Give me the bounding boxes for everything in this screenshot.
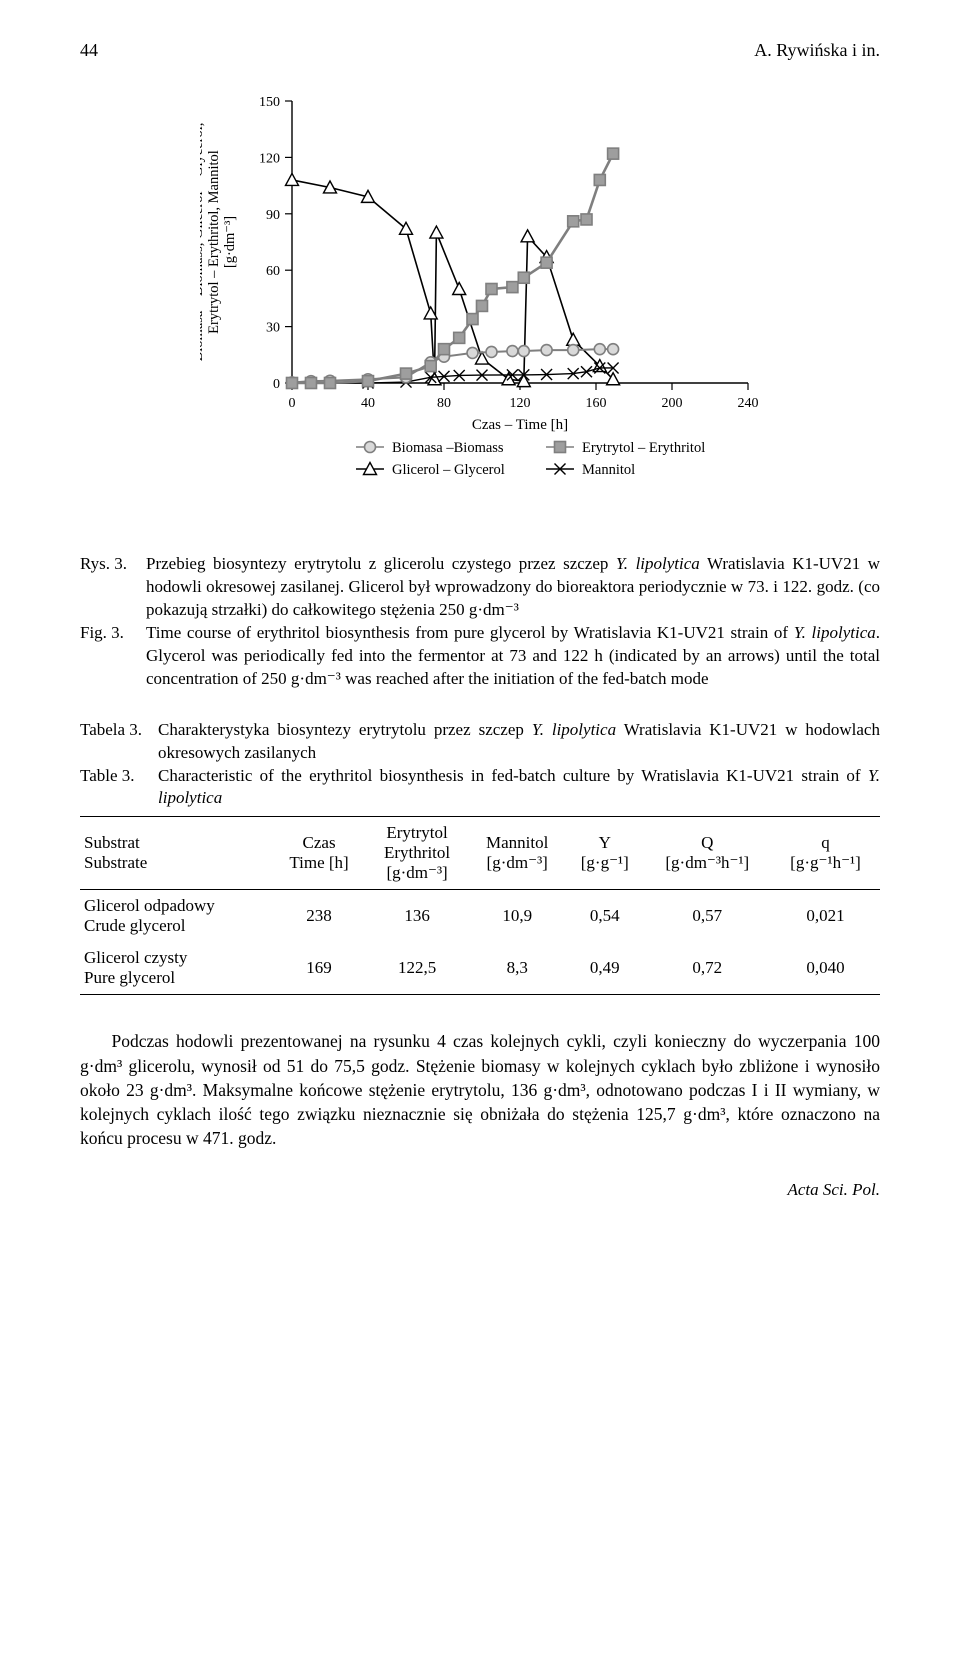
svg-text:40: 40 bbox=[361, 396, 375, 411]
table-body: Glicerol odpadowyCrude glycerol23813610,… bbox=[80, 890, 880, 995]
col-header: SubstratSubstrate bbox=[80, 817, 272, 890]
col-header: q[g·g⁻¹h⁻¹] bbox=[771, 817, 880, 890]
svg-text:Czas – Time [h]: Czas – Time [h] bbox=[472, 417, 568, 433]
svg-text:150: 150 bbox=[259, 95, 280, 110]
cell: 0,57 bbox=[644, 890, 771, 943]
col-header: ErytrytolErythritol[g·dm⁻³] bbox=[366, 817, 469, 890]
svg-text:Biomasa –Biomass: Biomasa –Biomass bbox=[392, 440, 504, 456]
table-3-caption: Tabela 3. Charakterystyka biosyntezy ery… bbox=[80, 719, 880, 811]
cell: 10,9 bbox=[468, 890, 566, 943]
cell: 0,54 bbox=[566, 890, 644, 943]
svg-text:Biomasa – Biomass, Glicerol –: Biomasa – Biomass, Glicerol – Glycerol,E… bbox=[200, 123, 238, 362]
caption-rys-label: Rys. 3. bbox=[80, 553, 138, 622]
cell: 8,3 bbox=[468, 942, 566, 995]
row-label: Glicerol odpadowyCrude glycerol bbox=[80, 890, 272, 943]
svg-text:240: 240 bbox=[738, 396, 759, 411]
svg-text:30: 30 bbox=[266, 321, 280, 336]
table-head-row: SubstratSubstrateCzasTime [h]ErytrytolEr… bbox=[80, 817, 880, 890]
svg-text:Glicerol – Glycerol: Glicerol – Glycerol bbox=[392, 462, 505, 478]
table-text: Characteristic of the erythritol biosynt… bbox=[158, 765, 880, 811]
col-header: Q[g·dm⁻³h⁻¹] bbox=[644, 817, 771, 890]
caption-rys-text: Przebieg biosyntezy erytrytolu z glicero… bbox=[146, 553, 880, 622]
svg-text:120: 120 bbox=[510, 396, 531, 411]
cell: 136 bbox=[366, 890, 469, 943]
col-header: Mannitol[g·dm⁻³] bbox=[468, 817, 566, 890]
cell: 0,021 bbox=[771, 890, 880, 943]
svg-text:200: 200 bbox=[662, 396, 683, 411]
cell: 238 bbox=[272, 890, 365, 943]
page-header: 44 A. Rywińska i in. bbox=[80, 40, 880, 61]
svg-text:60: 60 bbox=[266, 264, 280, 279]
col-header: CzasTime [h] bbox=[272, 817, 365, 890]
caption-fig-label: Fig. 3. bbox=[80, 622, 138, 691]
table-row: Glicerol czystyPure glycerol169122,58,30… bbox=[80, 942, 880, 995]
cell: 0,72 bbox=[644, 942, 771, 995]
figure-3-chart: 0 40 80 120 160 200 240 Czas – Time [h] 0 30 60 90 1… bbox=[200, 91, 760, 545]
caption-fig-text: Time course of erythritol biosynthesis f… bbox=[146, 622, 880, 691]
cell: 0,49 bbox=[566, 942, 644, 995]
svg-text:90: 90 bbox=[266, 208, 280, 223]
svg-text:80: 80 bbox=[437, 396, 451, 411]
row-label: Glicerol czystyPure glycerol bbox=[80, 942, 272, 995]
cell: 122,5 bbox=[366, 942, 469, 995]
svg-text:120: 120 bbox=[259, 151, 280, 166]
tabela-text: Charakterystyka biosyntezy erytrytolu pr… bbox=[158, 719, 880, 765]
page-number: 44 bbox=[80, 40, 98, 61]
col-header: Y[g·g⁻¹] bbox=[566, 817, 644, 890]
svg-text:0: 0 bbox=[289, 396, 296, 411]
figure-3-caption: Rys. 3. Przebieg biosyntezy erytrytolu z… bbox=[80, 553, 880, 691]
table-row: Glicerol odpadowyCrude glycerol23813610,… bbox=[80, 890, 880, 943]
svg-text:0: 0 bbox=[273, 377, 280, 392]
svg-text:Mannitol: Mannitol bbox=[582, 462, 635, 478]
table-3: SubstratSubstrateCzasTime [h]ErytrytolEr… bbox=[80, 816, 880, 995]
svg-text:Erytrytol – Erythritol: Erytrytol – Erythritol bbox=[582, 440, 705, 456]
footer-journal: Acta Sci. Pol. bbox=[80, 1180, 880, 1200]
tabela-label: Tabela 3. bbox=[80, 719, 150, 765]
body-paragraph: Podczas hodowli prezentowanej na rysunku… bbox=[80, 1029, 880, 1150]
cell: 169 bbox=[272, 942, 365, 995]
running-head: A. Rywińska i in. bbox=[754, 40, 880, 61]
cell: 0,040 bbox=[771, 942, 880, 995]
table-label: Table 3. bbox=[80, 765, 150, 811]
svg-text:160: 160 bbox=[586, 396, 607, 411]
chart-svg: 0 40 80 120 160 200 240 Czas – Time [h] 0 30 60 90 1… bbox=[200, 91, 760, 545]
